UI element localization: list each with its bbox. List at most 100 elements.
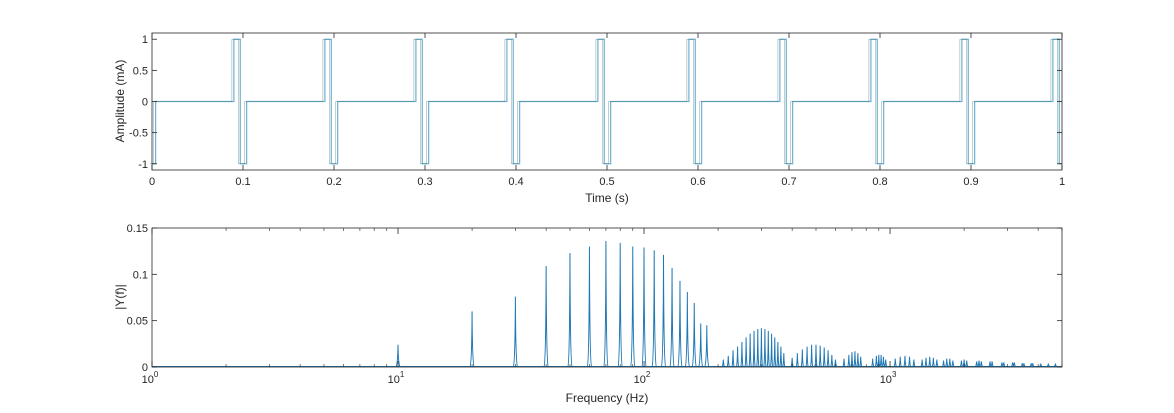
spectrum-peak (990, 361, 994, 368)
spectrum-peak (782, 353, 786, 368)
spectrum-peak (766, 330, 770, 368)
spectrum-y-tick-label: 0.05 (127, 316, 148, 328)
spectrum-peak (1039, 362, 1043, 368)
spectrum-peak (977, 360, 981, 368)
time-y-tick-label: 0.5 (133, 65, 148, 77)
spectrum-x-tick-exponent: 3 (892, 370, 897, 379)
spectrum-x-tick-base: 10 (634, 374, 646, 386)
spectrum-peak (731, 350, 735, 368)
spectrum-peak (684, 291, 691, 368)
spectrum-peak (752, 330, 756, 368)
spectrum-peak (871, 358, 875, 368)
spectrum-peak (776, 341, 780, 368)
spectrum-peak (962, 359, 966, 368)
spectrum-y-ticks: 0 0.05 0.1 0.15 (127, 223, 1062, 374)
spectrum-peak (395, 344, 401, 368)
spectrum-peak (704, 325, 710, 368)
time-y-tick-label: -0.5 (129, 128, 148, 140)
spectrum-y-tick-label: 0 (142, 362, 148, 374)
spectrum-peak (641, 247, 647, 368)
spectrum-peak (660, 254, 667, 368)
spectrum-x-tick-exponent: 2 (646, 370, 651, 379)
time-x-tick-label: 0.6 (690, 176, 705, 188)
spectrum-peak (726, 355, 730, 368)
spectrum-peak (931, 357, 936, 368)
spectrum-peak (512, 296, 519, 368)
spectrum-x-tick-base: 10 (388, 374, 400, 386)
spectrum-x-tick-label: 100 (142, 370, 159, 386)
spectrum-peak (748, 333, 752, 368)
spectrum-peak (879, 354, 883, 368)
spectrum-plot-frame (151, 227, 1063, 368)
time-x-tick-label: 0.8 (872, 176, 887, 188)
spectrum-peak (805, 346, 809, 368)
spectrum-peak (935, 359, 939, 368)
spectrum-peak (941, 360, 946, 368)
spectrum-peak (822, 347, 826, 368)
spectrum-peak (959, 360, 964, 368)
time-y-ticks: -1 -0.5 0 0.5 1 (129, 34, 1062, 171)
time-x-tick-label: 1 (1059, 176, 1065, 188)
spectrum-peak (912, 359, 916, 368)
spectrum-peak (853, 351, 857, 368)
spectrum-peak (630, 246, 636, 368)
time-y-tick-label: 1 (142, 34, 148, 46)
time-y-tick-label: -1 (138, 159, 148, 171)
spectrum-peak (763, 329, 767, 368)
spectrum-peak (965, 360, 969, 368)
time-x-tick-label: 0.2 (326, 176, 341, 188)
spectrum-x-tick-base: 10 (880, 374, 892, 386)
spectrum-peak (759, 328, 764, 368)
spectrum-x-tick-label: 101 (388, 370, 405, 386)
spectrum-peak (830, 354, 834, 368)
spectrum-peak (928, 356, 932, 368)
spectrum-peak (951, 360, 955, 368)
spectrum-peak (1002, 362, 1006, 368)
spectrum-trace-layer (152, 240, 1062, 368)
spectrum-axes: 100 101 102 103 00.050.10.15 Frequency (Hz)… (113, 223, 1063, 405)
spectrum-x-tick-exponent: 0 (154, 370, 159, 379)
spectrum-peak (809, 344, 814, 368)
spectrum-x-axis-label: Frequency (Hz) (566, 391, 649, 405)
spectrum-peak (1022, 363, 1026, 368)
spectrum-peak (603, 240, 609, 368)
spectrum-peak (790, 357, 794, 368)
time-x-tick-label: 0 (149, 176, 155, 188)
spectrum-peak (669, 267, 675, 368)
time-x-ticks: 0 0.1 0.2 0.3 0.4 0.5 0.6 0.7 0.8 0.9 1 (149, 33, 1065, 188)
spectrum-peak (586, 246, 593, 368)
spectrum-x-tick-label: 102 (634, 370, 651, 386)
spectrum-x-tick-exponent: 1 (400, 370, 405, 379)
spectrum-peak (773, 337, 777, 368)
spectrum-peak (779, 346, 783, 368)
spectrum-peak (1031, 363, 1035, 368)
spectrum-peak (814, 344, 818, 368)
spectrum-peak (884, 359, 888, 368)
spectrum-peak (859, 356, 863, 368)
spectrum-peak (617, 242, 623, 368)
spectrum-peak (826, 350, 830, 368)
spectrum-peak (874, 355, 879, 368)
time-x-tick-label: 0.7 (781, 176, 796, 188)
spectrum-peak (945, 358, 949, 368)
spectrum-peak (881, 356, 886, 368)
spectrum-y-tick-label: 0.1 (133, 269, 148, 281)
time-series-line-shadow (150, 38, 1060, 165)
spectrum-peak (924, 357, 928, 368)
spectrum-peak (907, 356, 912, 368)
spectrum-peak (698, 323, 704, 368)
time-trace-layer (150, 38, 1062, 165)
spectrum-y-tick-label: 0.15 (127, 223, 148, 235)
spectrum-peak (543, 265, 549, 368)
spectrum-peak (833, 359, 838, 368)
spectrum-peak (1012, 362, 1016, 368)
spectrum-peak (740, 341, 744, 368)
spectrum-peak (898, 356, 902, 368)
spectrum-peak (988, 361, 992, 368)
spectrum-peak (651, 250, 657, 368)
spectrum-peak (877, 354, 881, 368)
spectrum-peak (920, 359, 924, 368)
spectrum-peak (979, 361, 983, 368)
spectrum-peak (850, 352, 854, 368)
